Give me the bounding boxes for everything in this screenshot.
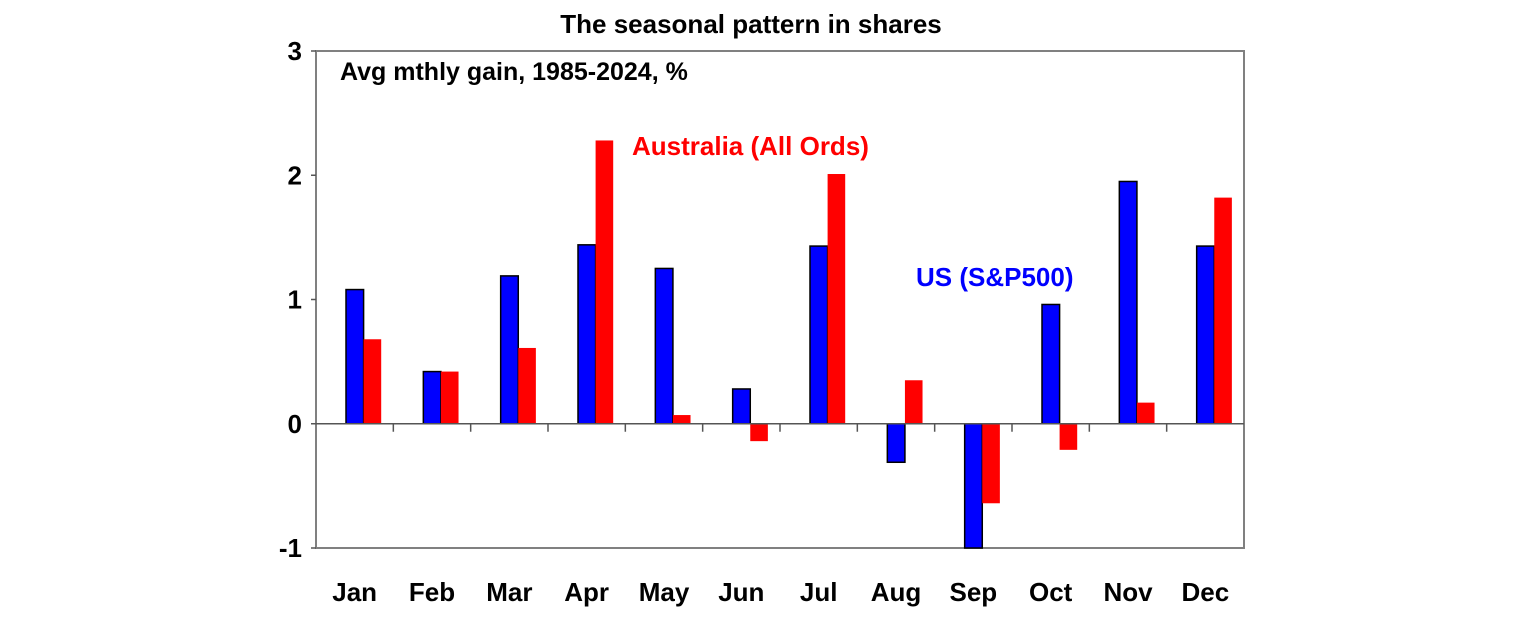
x-tick-label: Dec [1181, 577, 1229, 607]
bar-australia-mar [518, 347, 536, 424]
bar-us-nov [1118, 180, 1138, 425]
bar-australia-sep [982, 423, 1000, 504]
bar-us-aug [886, 423, 906, 464]
bar-us-oct [1041, 303, 1061, 425]
bar-australia-dec [1214, 197, 1232, 424]
bar-us-may [654, 267, 674, 425]
bar-us-dec [1195, 245, 1216, 425]
x-tick-label: Sep [949, 577, 997, 607]
bar-australia-aug [904, 380, 923, 424]
series-label-us: US (S&P500) [916, 262, 1074, 292]
x-tick-label: Aug [871, 577, 922, 607]
x-tick-label: Feb [409, 577, 455, 607]
x-tick-label: May [639, 577, 690, 607]
x-tick-label: Apr [564, 577, 609, 607]
y-tick-label: 3 [288, 36, 302, 66]
bar-us-mar [499, 275, 520, 425]
series-label-australia: Australia (All Ords) [632, 131, 869, 161]
y-tick-label: -1 [279, 533, 302, 563]
bar-australia-jan [363, 339, 382, 424]
bar-us-feb [422, 370, 442, 425]
bar-australia-feb [440, 371, 459, 424]
bar-us-sep [963, 423, 984, 549]
bar-australia-oct [1059, 423, 1078, 450]
bar-us-jan [345, 288, 365, 425]
bar-us-apr [577, 244, 597, 425]
x-tick-label: Jan [332, 577, 377, 607]
bar-us-jun [731, 388, 752, 425]
y-tick-label: 0 [288, 409, 302, 439]
bar-us-jul [809, 245, 829, 425]
bar-australia-nov [1136, 402, 1155, 424]
y-tick-label: 1 [288, 285, 302, 315]
bar-australia-may [672, 415, 691, 424]
y-tick-label: 2 [288, 160, 302, 190]
bar-australia-apr [595, 140, 614, 424]
x-tick-label: Jul [800, 577, 838, 607]
chart-subtitle: Avg mthly gain, 1985-2024, % [340, 58, 688, 86]
x-tick-label: Nov [1103, 577, 1153, 607]
bar-australia-jul [827, 174, 846, 424]
bar-australia-jun [750, 423, 768, 442]
chart-title: The seasonal pattern in shares [560, 9, 941, 39]
x-tick-label: Jun [718, 577, 764, 607]
plot-frame [315, 50, 1245, 549]
x-tick-label: Oct [1029, 577, 1073, 607]
x-tick-label: Mar [486, 577, 532, 607]
